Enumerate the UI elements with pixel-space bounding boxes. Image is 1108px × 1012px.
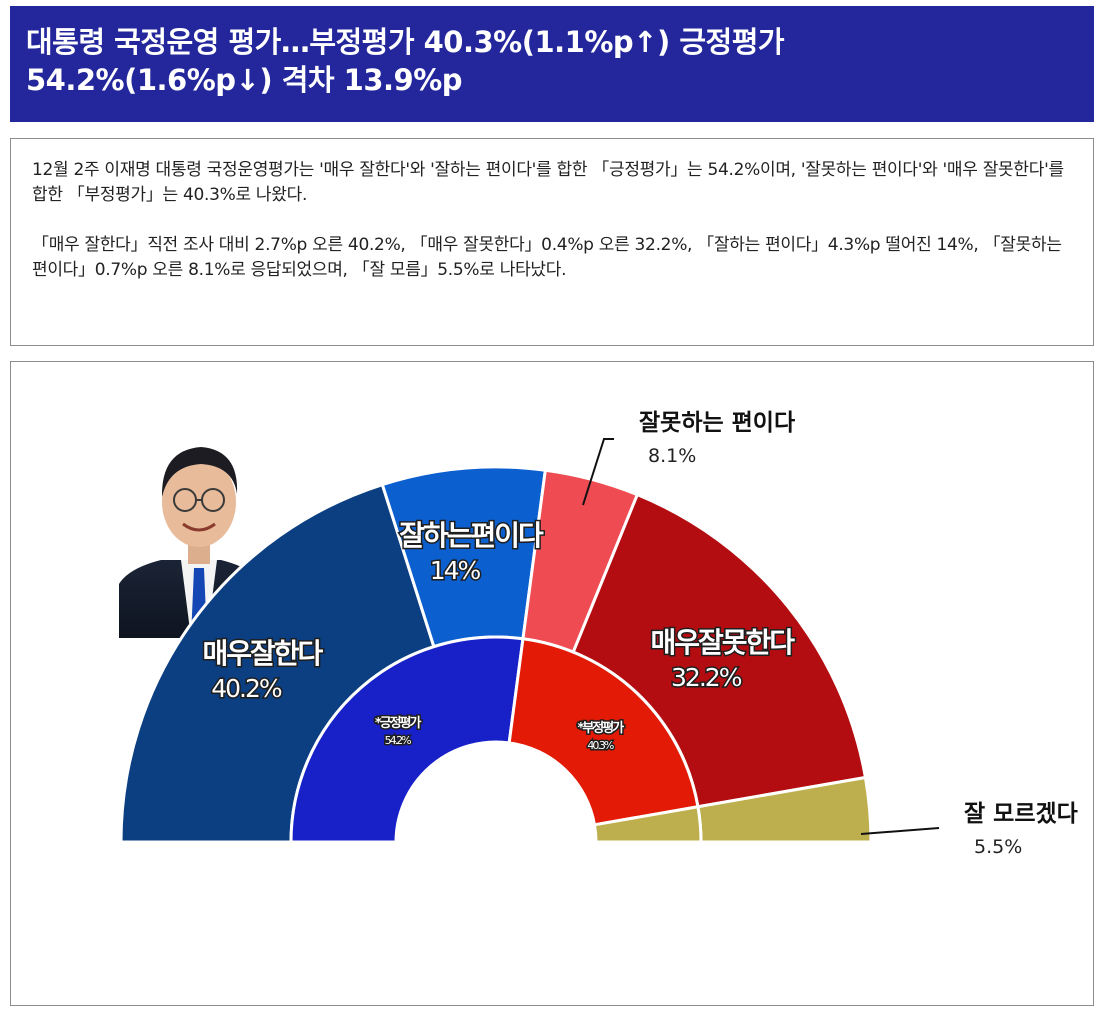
headline-line-2: 54.2%(1.6%p↓) 격차 13.9%p (26, 63, 463, 97)
leader-lines (582, 438, 940, 835)
outer-ring (119, 465, 873, 844)
inner-segment-0 (289, 635, 525, 844)
outer-value-0: 40.2% (211, 674, 282, 703)
label-dont-know-title: 잘 모르겠다 (964, 801, 1078, 827)
outer-label-0: 매우잘한다 (203, 637, 324, 670)
label-somewhat-disapprove-title: 잘못하는 편이다 (639, 410, 795, 436)
outer-value-1: 14% (430, 556, 481, 585)
outer-label-1: 잘하는편이다 (399, 519, 544, 552)
inner-label-0: *긍정평가 (375, 715, 422, 731)
inner-label-1: *부정평가 (578, 720, 625, 736)
inner-segment-1 (507, 637, 700, 827)
inner-ring (289, 635, 703, 844)
summary-box: 12월 2주 이재명 대통령 국정운영평가는 '매우 잘한다'와 '잘하는 편이… (10, 138, 1094, 346)
inner-segment-2 (593, 805, 703, 844)
inner-value-0: 54.2% (385, 734, 411, 747)
headline-bar: 대통령 국정운영 평가…부정평가 40.3%(1.1%p↑) 긍정평가 54.2… (10, 6, 1094, 122)
outer-value-3: 32.2% (671, 663, 742, 692)
segment-labels: 매우잘한다 40.2% 잘하는편이다 14% 매우잘못한다 32.2% *긍정평가 54.2%… (201, 518, 799, 754)
inner-value-1: 40.3% (587, 739, 613, 752)
summary-paragraph-2: 「매우 잘한다」직전 조사 대비 2.7%p 오른 40.2%, 「매우 잘못한… (32, 235, 1062, 280)
chart-panel: 매우잘한다 40.2% 잘하는편이다 14% 매우잘못한다 32.2% *긍정평가 54.2%… (10, 361, 1094, 1006)
label-somewhat-disapprove-value: 8.1% (648, 445, 696, 467)
label-dont-know-value: 5.5% (974, 836, 1022, 858)
outer-label-3: 매우잘못한다 (650, 626, 795, 659)
summary-paragraph-1: 12월 2주 이재명 대통령 국정운영평가는 '매우 잘한다'와 '잘하는 편이… (32, 160, 1064, 205)
headline-line-1: 대통령 국정운영 평가…부정평가 40.3%(1.1%p↑) 긍정평가 (26, 25, 785, 59)
approval-half-donut-chart: 매우잘한다 40.2% 잘하는편이다 14% 매우잘못한다 32.2% *긍정평가 54.2%… (119, 410, 1078, 858)
